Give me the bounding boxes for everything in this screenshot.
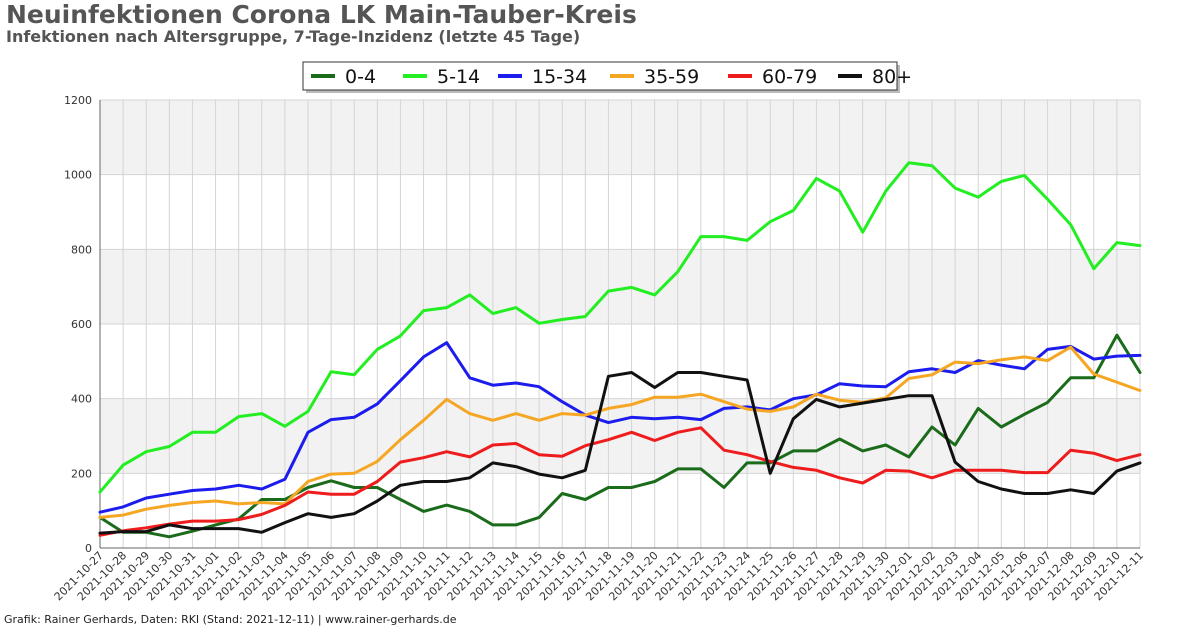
series-line-35-59: [98, 345, 1142, 519]
legend-box: [302, 61, 898, 91]
y-tick-label: 1200: [64, 94, 92, 107]
y-tick-label: 600: [71, 318, 92, 331]
y-tick-label: 800: [71, 243, 92, 256]
y-tick-label: 400: [71, 393, 92, 406]
legend-label: 80+: [872, 66, 912, 88]
series-line-80+: [98, 371, 1142, 535]
grid-band: [100, 100, 1140, 175]
y-tick-label: 0: [85, 542, 92, 555]
series-line-15-34: [98, 341, 1142, 514]
y-tick-label: 200: [71, 467, 92, 480]
legend-label: 0-4: [345, 66, 376, 88]
page-subtitle: Infektionen nach Altersgruppe, 7-Tage-In…: [6, 27, 581, 46]
source-credit: Grafik: Rainer Gerhards, Daten: RKI (Sta…: [4, 613, 457, 626]
series-line-5-14: [98, 161, 1142, 494]
grid-band: [100, 249, 1140, 324]
series-line-0-4: [98, 333, 1142, 539]
legend-label: 60-79: [762, 66, 817, 88]
legend-label: 5-14: [437, 66, 480, 88]
legend-label: 15-34: [532, 66, 587, 88]
page-title: Neuinfektionen Corona LK Main-Tauber-Kre…: [6, 0, 637, 29]
legend-label: 35-59: [644, 66, 699, 88]
y-tick-label: 1000: [64, 169, 92, 182]
